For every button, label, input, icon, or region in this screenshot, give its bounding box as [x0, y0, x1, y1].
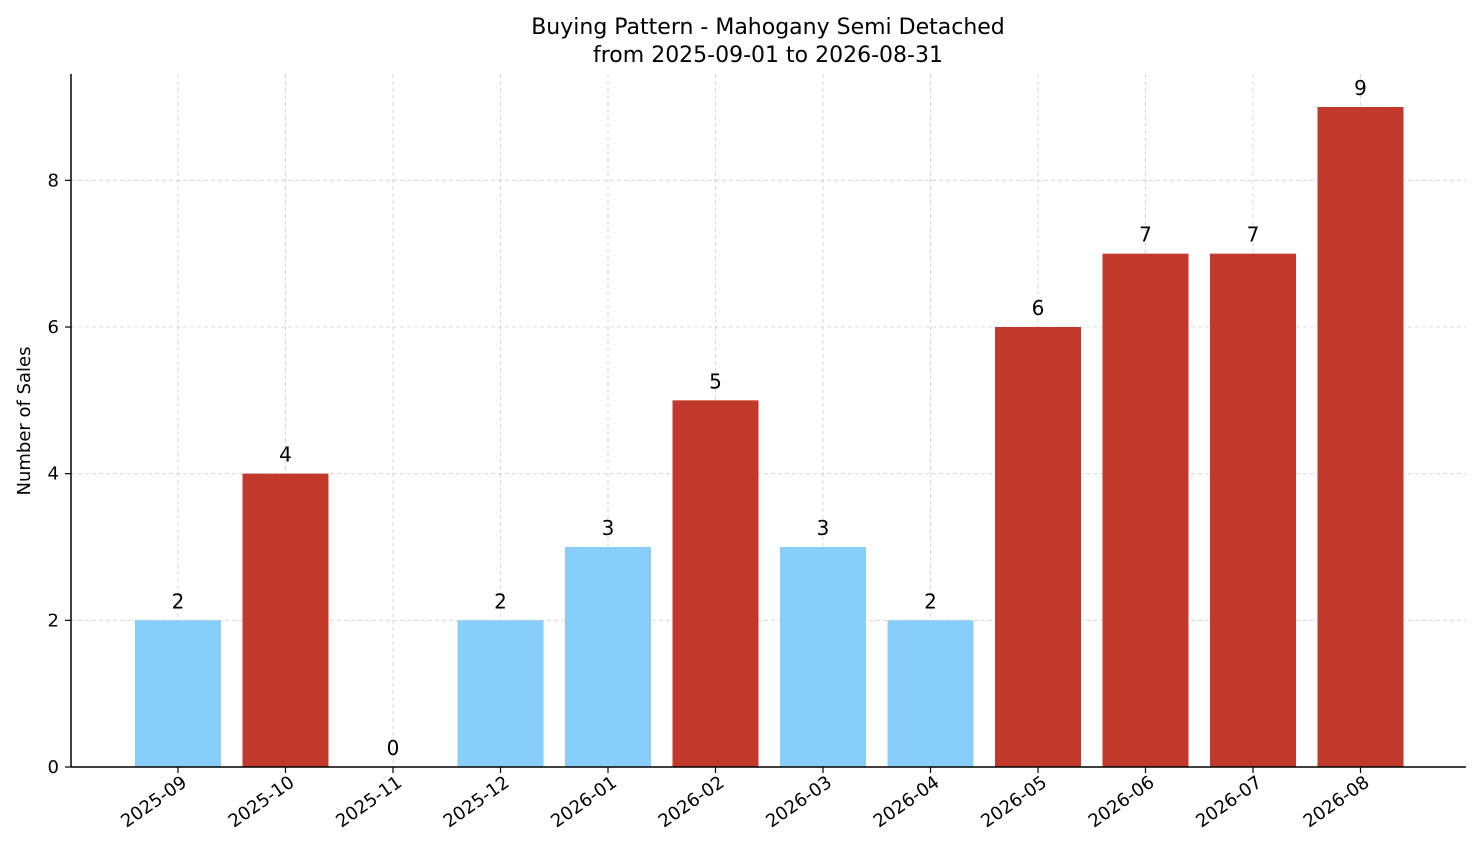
x-tick-label-2026-06: 2026-06 — [1085, 772, 1159, 832]
data-label-2026-04: 2 — [924, 589, 937, 613]
bar-2026-01 — [565, 547, 651, 767]
x-tick-label-2025-10: 2025-10 — [225, 772, 299, 832]
chart-title: Buying Pattern - Mahogany Semi Detached — [531, 15, 1005, 40]
data-label-2025-09: 2 — [172, 589, 185, 613]
data-label-2026-05: 6 — [1032, 296, 1045, 320]
bar-2025-10 — [242, 473, 329, 767]
data-label-2026-07: 7 — [1247, 223, 1260, 247]
data-label-2026-03: 3 — [817, 516, 830, 540]
data-label-2025-11: 0 — [387, 736, 400, 760]
bar-2026-03 — [780, 547, 866, 767]
x-tick-label-2026-01: 2026-01 — [547, 772, 621, 832]
x-tick-label-2026-04: 2026-04 — [870, 772, 944, 832]
y-axis-label: Number of Sales — [14, 346, 35, 495]
data-label-2025-10: 4 — [279, 443, 292, 467]
data-labels: 2 4 0 2 3 5 3 2 6 7 7 9 — [172, 76, 1367, 760]
data-label-2026-01: 3 — [602, 516, 615, 540]
x-tick-label-2026-02: 2026-02 — [655, 772, 729, 832]
x-tick-label-2026-03: 2026-03 — [762, 772, 836, 832]
x-tick-label-2025-11: 2025-11 — [332, 772, 406, 832]
bar-2026-05 — [995, 327, 1081, 767]
chart-subtitle: from 2025-09-01 to 2026-08-31 — [593, 43, 943, 68]
y-tick-label-0: 0 — [48, 757, 59, 778]
bar-2026-07 — [1210, 253, 1296, 767]
bar-2025-12 — [457, 620, 544, 767]
x-tick-label-2025-12: 2025-12 — [440, 772, 514, 832]
bar-2026-04 — [887, 620, 974, 767]
x-tick-label-2026-08: 2026-08 — [1300, 772, 1374, 832]
bar-2026-08 — [1317, 107, 1404, 767]
bars — [135, 107, 1404, 767]
x-tick-label-2026-05: 2026-05 — [977, 772, 1051, 832]
y-tick-label-4: 4 — [48, 464, 59, 485]
data-label-2026-08: 9 — [1354, 76, 1367, 100]
axes — [65, 74, 1466, 773]
y-tick-label-6: 6 — [48, 317, 59, 338]
bar-2026-02 — [672, 400, 759, 767]
y-tick-label-8: 8 — [48, 170, 59, 191]
data-label-2025-12: 2 — [494, 589, 507, 613]
bar-2026-06 — [1102, 253, 1189, 767]
x-tick-label-2025-09: 2025-09 — [117, 772, 191, 832]
x-tick-label-2026-07: 2026-07 — [1192, 772, 1266, 832]
data-label-2026-02: 5 — [709, 369, 722, 393]
y-tick-label-2: 2 — [48, 610, 59, 631]
data-label-2026-06: 7 — [1139, 223, 1152, 247]
bar-2025-09 — [135, 620, 221, 767]
